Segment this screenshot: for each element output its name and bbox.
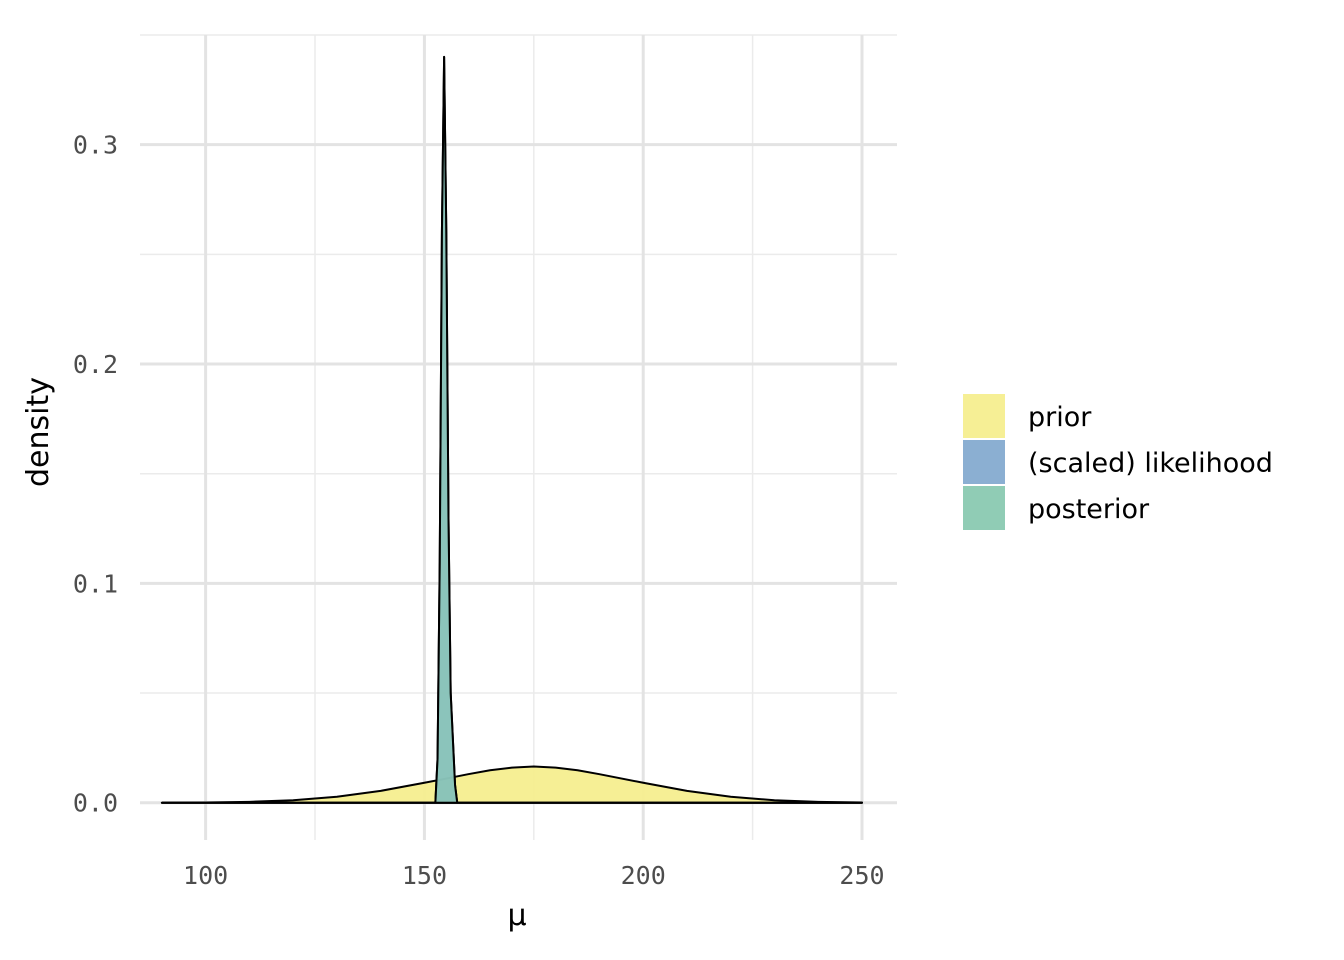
- x-axis-title: μ: [507, 898, 526, 933]
- area-series-1: [160, 55, 863, 804]
- legend-label: posterior: [1028, 494, 1150, 525]
- area-series-2: [160, 55, 863, 804]
- y-axis-ticks: 0.0 0.1 0.2 0.3: [73, 131, 118, 818]
- legend: prior (scaled) likelihood posterior: [963, 394, 1273, 530]
- major-gridlines: [140, 35, 897, 840]
- density-areas: [160, 55, 863, 804]
- legend-key: [963, 394, 1005, 438]
- area-series-0: [160, 765, 863, 804]
- legend-key: [963, 486, 1005, 530]
- legend-item: (scaled) likelihood: [963, 440, 1273, 484]
- legend-item: posterior: [963, 486, 1150, 530]
- legend-label: prior: [1028, 402, 1092, 433]
- x-tick-label: 100: [183, 861, 228, 890]
- legend-label: (scaled) likelihood: [1028, 448, 1273, 479]
- minor-gridlines: [140, 34, 897, 840]
- y-tick-label: 0.1: [73, 569, 118, 598]
- legend-item: prior: [963, 394, 1092, 438]
- y-tick-label: 0.3: [73, 131, 118, 160]
- y-axis-title: density: [21, 377, 56, 487]
- legend-key: [963, 440, 1005, 484]
- x-tick-label: 150: [402, 861, 447, 890]
- y-tick-label: 0.0: [73, 789, 118, 818]
- y-tick-label: 0.2: [73, 350, 118, 379]
- x-tick-label: 250: [839, 861, 884, 890]
- x-tick-label: 200: [621, 861, 666, 890]
- x-axis-ticks: 100 150 200 250: [183, 861, 885, 890]
